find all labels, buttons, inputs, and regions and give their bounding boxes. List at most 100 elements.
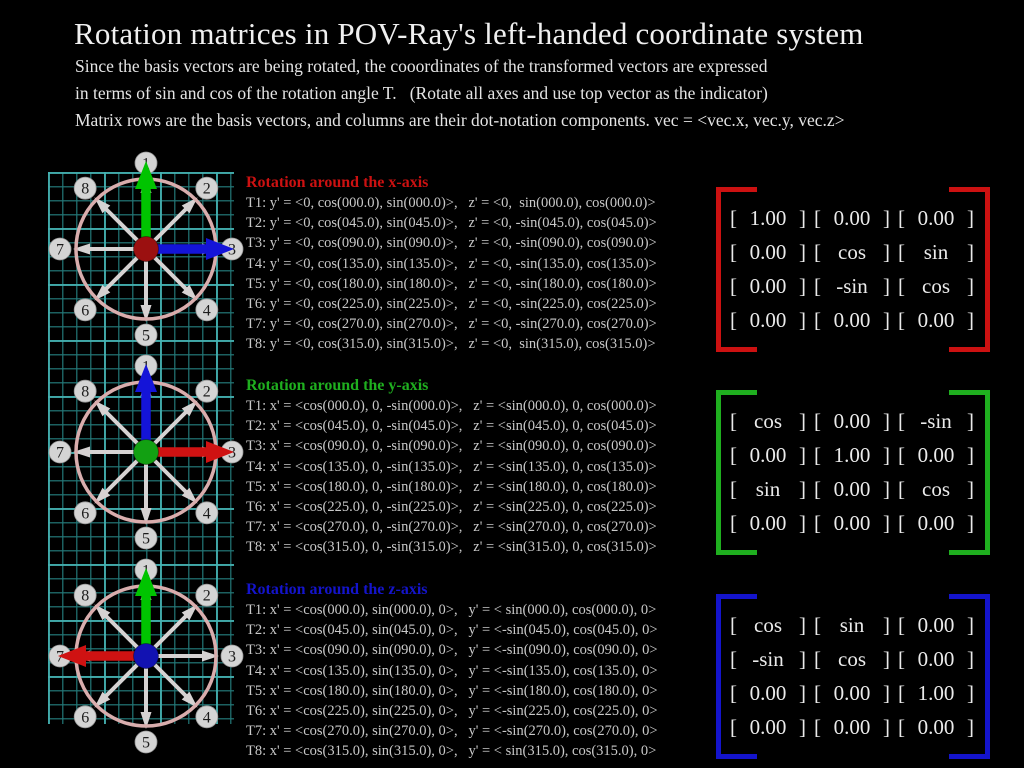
cell-open-bracket: [	[898, 206, 905, 230]
equation-line-T8: T8: y' = <0, cos(315.0), sin(315.0)>, z'…	[246, 336, 656, 353]
spoke-arrowhead	[202, 650, 219, 662]
equation-list-z-axis: T1: x' = <cos(000.0), sin(000.0), 0>, y'…	[246, 600, 658, 762]
matrix-row: [cos][0.00][-sin]	[728, 405, 978, 439]
cell-open-bracket: [	[814, 613, 821, 637]
cell-value: 0.00	[749, 308, 787, 332]
cell-close-bracket: ]	[799, 511, 806, 535]
spoke-arrowhead	[140, 508, 152, 525]
cell-open-bracket: [	[730, 511, 737, 535]
cell-close-bracket: ]	[967, 613, 974, 637]
cell-open-bracket: [	[814, 647, 821, 671]
cell-value: cos	[754, 613, 782, 637]
matrix-cell: [0.00]	[814, 511, 890, 536]
matrix-cell: [0.00]	[898, 206, 974, 231]
badge-label: 7	[56, 649, 64, 666]
cell-value: 0.00	[749, 443, 787, 467]
equation-line-T2: T2: x' = <cos(045.0), 0, -sin(045.0)>, z…	[246, 418, 657, 435]
cell-value: 0.00	[917, 206, 955, 230]
badge-8: 8	[73, 379, 97, 403]
cell-open-bracket: [	[730, 240, 737, 264]
matrix-cell: [sin]	[898, 240, 974, 265]
equation-line-T3: T3: x' = <cos(090.0), sin(090.0), 0>, y'…	[246, 642, 658, 659]
cell-open-bracket: [	[814, 715, 821, 739]
angle-badges: 12345678	[48, 151, 244, 347]
badge-label: 3	[228, 649, 236, 666]
side-axis-arrow	[58, 645, 146, 667]
cell-close-bracket: ]	[883, 511, 890, 535]
matrix-cell: [0.00]	[814, 477, 890, 502]
matrix-row: [-sin][cos][0.00]	[728, 643, 978, 677]
cell-open-bracket: [	[814, 477, 821, 501]
equation-line-T6: T6: x' = <cos(225.0), 0, -sin(225.0)>, z…	[246, 499, 657, 516]
badge-2: 2	[195, 379, 219, 403]
cell-close-bracket: ]	[799, 274, 806, 298]
matrix-row: [0.00][-sin][cos]	[728, 270, 978, 304]
cell-value: 1.00	[749, 206, 787, 230]
matrix-row: [0.00][ cos] [sin]	[728, 236, 978, 270]
spoke-arrowhead	[73, 243, 90, 255]
matrix-cell: [0.00]	[898, 715, 974, 740]
badge-8: 8	[73, 176, 97, 200]
matrix-cell: [0.00]	[898, 308, 974, 333]
equation-line-T5: T5: x' = <cos(180.0), sin(180.0), 0>, y'…	[246, 682, 658, 699]
cell-value: 0.00	[833, 511, 871, 535]
cell-open-bracket: [	[814, 511, 821, 535]
matrix-cell: [0.00]	[730, 274, 806, 299]
badge-label: 4	[203, 709, 211, 726]
matrix-cell: [0.00]	[898, 613, 974, 638]
cell-open-bracket: [	[898, 681, 905, 705]
badge-5: 5	[134, 526, 158, 550]
badge-7: 7	[48, 440, 72, 464]
cell-open-bracket: [	[814, 274, 821, 298]
matrix-row: [sin][0.00][cos]	[728, 473, 978, 507]
matrix-cell: [0.00]	[898, 511, 974, 536]
spoke-arrowhead	[140, 305, 152, 322]
matrix-row: [0.00][0.00][0.00]	[728, 507, 978, 541]
spoke-arrowhead	[94, 197, 111, 214]
side-axis-arrow	[146, 238, 234, 260]
cell-close-bracket: ]	[883, 308, 890, 332]
cell-open-bracket: [	[730, 681, 737, 705]
cell-value: cos	[922, 477, 950, 501]
spoke-arrowhead	[94, 284, 111, 301]
cell-open-bracket: [	[730, 647, 737, 671]
cell-close-bracket: ]	[967, 206, 974, 230]
cell-open-bracket: [	[898, 274, 905, 298]
matrix-cell: [cos]	[898, 477, 974, 502]
badge-label: 6	[81, 709, 89, 726]
cell-close-bracket: ]	[967, 647, 974, 671]
section-heading-z-axis: Rotation around the z-axis	[246, 581, 428, 598]
spoke-arrowhead	[181, 691, 198, 708]
cell-value: 0.00	[833, 681, 871, 705]
equation-line-T3: T3: x' = <cos(090.0), 0, -sin(090.0)>, z…	[246, 438, 657, 455]
cell-close-bracket: ]	[967, 681, 974, 705]
cell-close-bracket: ]	[883, 274, 890, 298]
subtitle-line-1: Since the basis vectors are being rotate…	[75, 56, 768, 76]
badge-label: 2	[203, 588, 211, 605]
cell-value: cos	[838, 240, 866, 264]
cell-close-bracket: ]	[883, 477, 890, 501]
equation-line-T7: T7: x' = <cos(270.0), sin(270.0), 0>, y'…	[246, 723, 658, 740]
cell-close-bracket: ]	[967, 511, 974, 535]
cell-value: 0.00	[749, 715, 787, 739]
matrix-cell: [0.00]	[730, 681, 806, 706]
cell-open-bracket: [	[898, 409, 905, 433]
matrix-row: [1.00][0.00][0.00]	[728, 202, 978, 236]
badge-4: 4	[195, 705, 219, 729]
wheel-hub	[133, 439, 159, 465]
badge-label: 6	[81, 302, 89, 319]
matrix-cell: [0.00]	[730, 240, 806, 265]
equation-line-T4: T4: y' = <0, cos(135.0), sin(135.0)>, z'…	[246, 255, 657, 272]
cell-value: -sin	[752, 647, 784, 671]
cell-open-bracket: [	[814, 443, 821, 467]
cell-close-bracket: ]	[799, 240, 806, 264]
matrix-row: [0.00][0.00][0.00]	[728, 304, 978, 338]
equation-line-T7: T7: y' = <0, cos(270.0), sin(270.0)>, z'…	[246, 316, 657, 333]
matrix-cell: [-sin]	[730, 647, 806, 672]
badge-label: 4	[203, 302, 211, 319]
cell-value: 0.00	[749, 240, 787, 264]
equation-list-y-axis: T1: x' = <cos(000.0), 0, -sin(000.0)>, z…	[246, 396, 657, 558]
badge-label: 2	[203, 181, 211, 198]
matrix-cell: [0.00]	[814, 715, 890, 740]
matrix-cell: [sin]	[730, 477, 806, 502]
